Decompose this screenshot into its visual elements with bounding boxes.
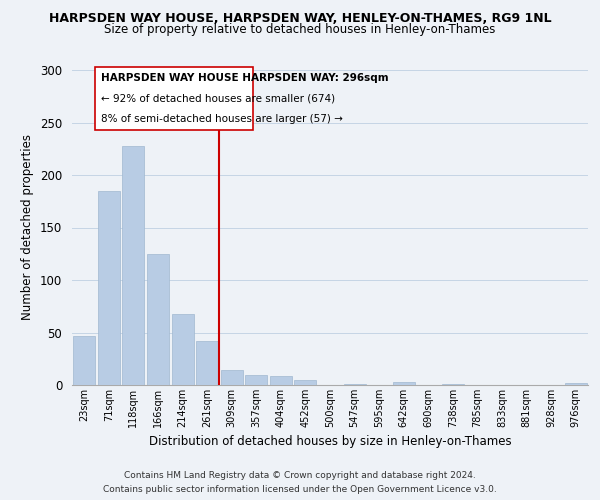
Text: Size of property relative to detached houses in Henley-on-Thames: Size of property relative to detached ho…	[104, 22, 496, 36]
Bar	[245, 374, 268, 385]
Bar	[73, 336, 95, 385]
Text: HARPSDEN WAY HOUSE HARPSDEN WAY: 296sqm: HARPSDEN WAY HOUSE HARPSDEN WAY: 296sqm	[101, 73, 388, 83]
Bar	[295, 380, 316, 385]
Text: 8% of semi-detached houses are larger (57) →: 8% of semi-detached houses are larger (5…	[101, 114, 343, 124]
X-axis label: Distribution of detached houses by size in Henley-on-Thames: Distribution of detached houses by size …	[149, 436, 511, 448]
Bar	[221, 370, 243, 385]
Bar	[565, 383, 587, 385]
Text: Contains public sector information licensed under the Open Government Licence v3: Contains public sector information licen…	[103, 484, 497, 494]
Text: Contains HM Land Registry data © Crown copyright and database right 2024.: Contains HM Land Registry data © Crown c…	[124, 472, 476, 480]
Bar	[442, 384, 464, 385]
FancyBboxPatch shape	[95, 67, 253, 130]
Text: ← 92% of detached houses are smaller (674): ← 92% of detached houses are smaller (67…	[101, 94, 335, 104]
Bar	[147, 254, 169, 385]
Bar	[344, 384, 365, 385]
Y-axis label: Number of detached properties: Number of detached properties	[22, 134, 34, 320]
Text: HARPSDEN WAY HOUSE, HARPSDEN WAY, HENLEY-ON-THAMES, RG9 1NL: HARPSDEN WAY HOUSE, HARPSDEN WAY, HENLEY…	[49, 12, 551, 26]
Bar	[122, 146, 145, 385]
Bar	[172, 314, 194, 385]
Bar	[196, 341, 218, 385]
Bar	[270, 376, 292, 385]
Bar	[392, 382, 415, 385]
Bar	[98, 190, 120, 385]
